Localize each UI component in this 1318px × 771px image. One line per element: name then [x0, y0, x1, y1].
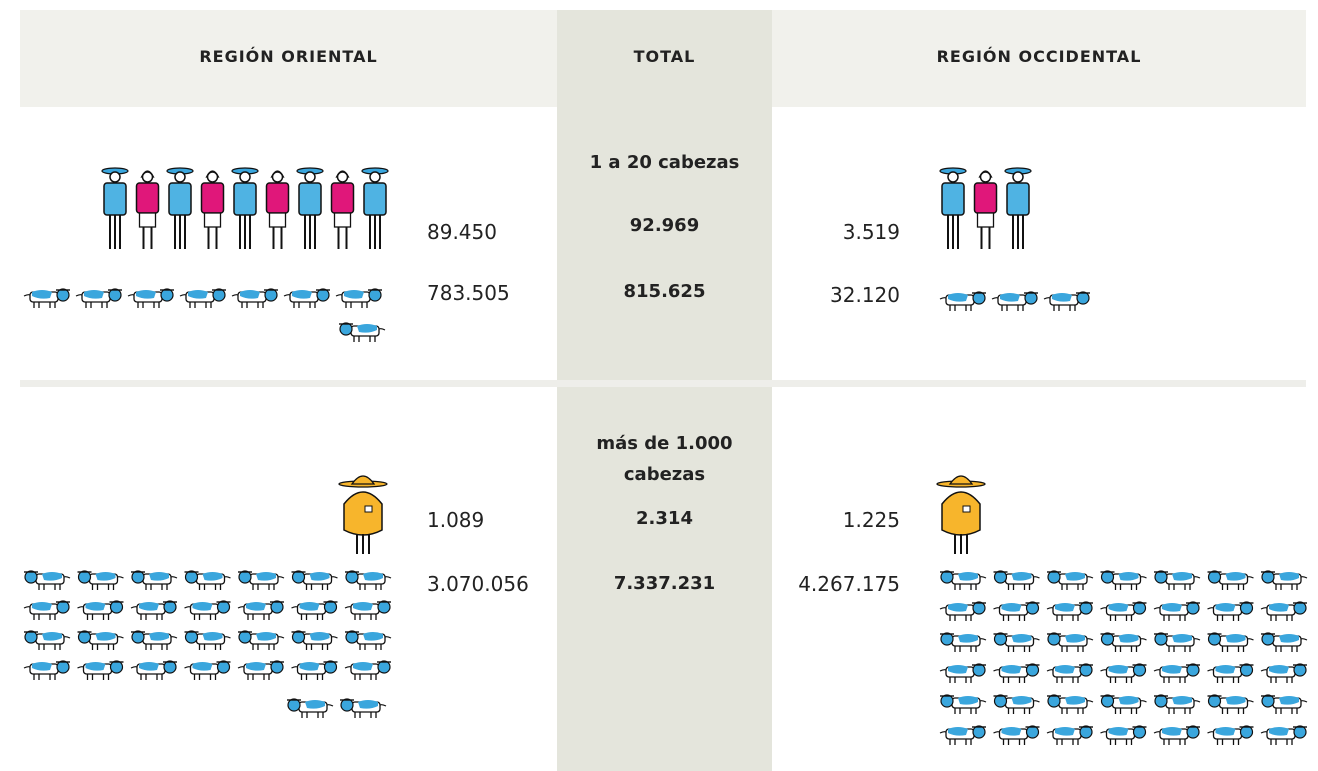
woman-icon — [202, 171, 224, 249]
cow-icon — [1208, 664, 1254, 683]
cow-icon — [940, 726, 986, 745]
cow-icon — [1261, 695, 1307, 714]
cow-icon — [994, 633, 1040, 652]
cow-icon — [940, 571, 986, 590]
cow-icon — [131, 631, 177, 650]
cow-icon — [131, 571, 177, 590]
farmer-icon — [937, 476, 985, 554]
man-icon — [167, 168, 193, 249]
man-icon — [297, 168, 323, 249]
pictograms — [0, 0, 1318, 771]
cow-icon — [185, 631, 231, 650]
cow-icon — [180, 289, 226, 308]
cow-icon — [238, 571, 284, 590]
cow-icon — [994, 664, 1040, 683]
cow-icon — [1101, 726, 1147, 745]
cow-icon — [185, 571, 231, 590]
cow-icon — [1261, 571, 1307, 590]
cow-icon — [345, 631, 391, 650]
cow-icon — [292, 661, 338, 680]
cow-icon — [1044, 292, 1090, 311]
cow-icon — [336, 289, 382, 308]
cow-icon — [24, 601, 70, 620]
cow-icon — [24, 571, 70, 590]
cow-icon — [345, 661, 391, 680]
cow-icon — [994, 726, 1040, 745]
man-icon — [1005, 168, 1031, 249]
cow-icon — [238, 601, 284, 620]
cow-icon — [1208, 726, 1254, 745]
cow-icon — [1154, 726, 1200, 745]
cow-icon — [339, 323, 385, 342]
cow-icon — [1154, 633, 1200, 652]
cow-icon — [1154, 695, 1200, 714]
cow-icon — [1208, 571, 1254, 590]
cow-icon — [24, 631, 70, 650]
cow-icon — [1047, 664, 1093, 683]
cow-icon — [284, 289, 330, 308]
cow-icon — [76, 289, 122, 308]
cow-icon — [238, 631, 284, 650]
cow-icon — [1101, 571, 1147, 590]
cow-icon — [1154, 571, 1200, 590]
cow-icon — [994, 571, 1040, 590]
cow-icon — [992, 292, 1038, 311]
cow-icon — [1261, 664, 1307, 683]
cow-icon — [185, 601, 231, 620]
cow-icon — [78, 631, 124, 650]
cow-icon — [940, 664, 986, 683]
cow-icon — [1261, 602, 1307, 621]
cow-icon — [292, 631, 338, 650]
cow-icon — [940, 695, 986, 714]
cow-icon — [78, 661, 124, 680]
infographic: REGIÓN ORIENTAL TOTAL REGIÓN OCCIDENTAL … — [0, 0, 1318, 771]
cow-icon — [1154, 664, 1200, 683]
woman-icon — [975, 171, 997, 249]
cow-icon — [24, 661, 70, 680]
cow-icon — [1154, 602, 1200, 621]
woman-icon — [332, 171, 354, 249]
cow-icon — [1101, 602, 1147, 621]
cow-icon — [24, 289, 70, 308]
man-icon — [940, 168, 966, 249]
cow-icon — [994, 695, 1040, 714]
cow-icon — [345, 601, 391, 620]
cow-icon — [1047, 726, 1093, 745]
cow-icon — [940, 633, 986, 652]
farmer-icon — [339, 476, 387, 554]
cow-icon — [1047, 633, 1093, 652]
cow-icon — [1047, 602, 1093, 621]
cow-icon — [994, 602, 1040, 621]
cow-icon — [78, 571, 124, 590]
cow-icon — [1261, 633, 1307, 652]
cow-icon — [287, 699, 333, 718]
cow-icon — [292, 601, 338, 620]
cow-icon — [232, 289, 278, 308]
woman-icon — [137, 171, 159, 249]
cow-icon — [292, 571, 338, 590]
cow-icon — [345, 571, 391, 590]
cow-icon — [1047, 571, 1093, 590]
man-icon — [362, 168, 388, 249]
cow-icon — [1208, 633, 1254, 652]
cow-icon — [131, 601, 177, 620]
cow-icon — [1101, 695, 1147, 714]
cow-icon — [340, 699, 386, 718]
cow-icon — [128, 289, 174, 308]
cow-icon — [940, 602, 986, 621]
man-icon — [232, 168, 258, 249]
cow-icon — [940, 292, 986, 311]
cow-icon — [238, 661, 284, 680]
man-icon — [102, 168, 128, 249]
cow-icon — [1101, 633, 1147, 652]
cow-icon — [1208, 695, 1254, 714]
cow-icon — [185, 661, 231, 680]
woman-icon — [267, 171, 289, 249]
cow-icon — [1047, 695, 1093, 714]
cow-icon — [1261, 726, 1307, 745]
cow-icon — [131, 661, 177, 680]
cow-icon — [78, 601, 124, 620]
cow-icon — [1101, 664, 1147, 683]
cow-icon — [1208, 602, 1254, 621]
